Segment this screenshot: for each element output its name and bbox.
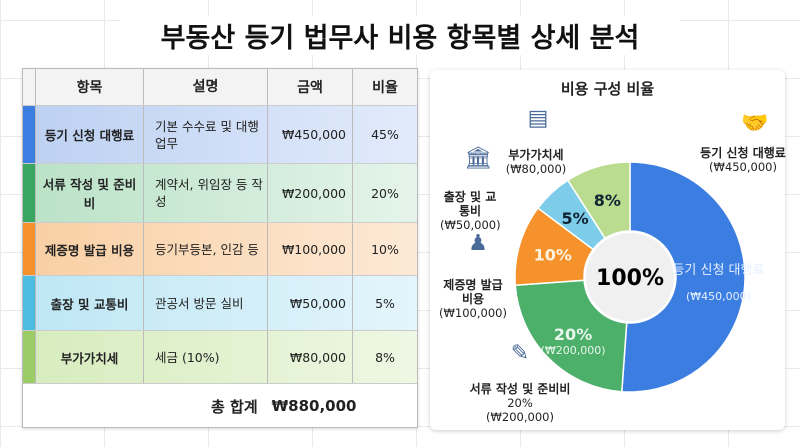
table-row: 서류 작성 및 준비비 계약서, 위임장 등 작성 ₩200,000 20% (23, 164, 417, 223)
slice-percent-label: 20% (554, 325, 592, 344)
cell-amount: ₩50,000 (268, 276, 353, 330)
slice-1 (514, 279, 628, 393)
label-vat: 부가가치세 (₩80,000) (505, 148, 567, 176)
slice-name-label: 등기 신청 대행료 (672, 262, 764, 278)
table-row: 출장 및 교통비 관공서 방문 실비 ₩50,000 5% (23, 276, 417, 331)
document-pen-icon: ✎ (511, 341, 529, 366)
handshake-icon: 🤝 (741, 111, 768, 136)
cell-desc: 계약서, 위임장 등 작성 (144, 164, 268, 222)
row-color-bar (23, 106, 36, 163)
label-registration: 등기 신청 대행료 (₩450,000) (700, 146, 786, 174)
header-amount: 금액 (268, 69, 353, 105)
row-color-bar (23, 223, 36, 275)
cell-amount: ₩100,000 (268, 223, 353, 275)
cell-item: 등기 신청 대행료 (36, 106, 144, 163)
donut-center (586, 233, 674, 321)
cell-amount: ₩200,000 (268, 164, 353, 222)
page-title: 부동산 등기 법무사 비용 항목별 상세 분석 (120, 16, 680, 55)
cell-ratio: 45% (371, 127, 399, 142)
donut-chart: (₩450,000) 등기 신청 대행료 20%(₩200,000) 10% 5% 8% 1… (464, 106, 769, 393)
slice-amount-label: (₩450,000) (686, 290, 751, 303)
cell-ratio: 20% (371, 185, 399, 201)
total-value: ₩880,000 (271, 397, 357, 415)
slice-percent-label: 8% (594, 191, 621, 210)
total-label: 총 합계 (211, 397, 258, 416)
row-color-bar (23, 276, 36, 330)
table-header: 항목 설명 금액 비율 (23, 69, 417, 106)
cell-amount: ₩80,000 (268, 331, 353, 383)
cell-desc: 등기부등본, 인감 등 (144, 223, 268, 275)
header-ratio: 비율 (372, 80, 398, 96)
row-color-bar (23, 331, 36, 383)
chart-panel: 비용 구성 비율 (₩450,000) 등기 신청 대행료 20% (₩200,000… (430, 70, 786, 430)
cost-table: 항목 설명 금액 비율 등기 신청 대행료 기본 수수료 및 대행 업무 ₩45… (22, 68, 418, 428)
center-label: 100% (596, 266, 664, 291)
label-travel: 출장 및 교통비 (₩50,000) (440, 190, 501, 232)
slice-percent-label: 5% (562, 209, 589, 228)
table-row: 등기 신청 대행료 기본 수수료 및 대행 업무 ₩450,000 45% (23, 106, 417, 164)
slice-percent-label: 10% (534, 245, 572, 264)
cell-ratio: 5% (375, 295, 395, 311)
cell-item: 서류 작성 및 준비비 (36, 164, 144, 222)
header-desc: 설명 (144, 69, 268, 105)
cell-item: 제증명 발급 비용 (36, 223, 144, 275)
label-documents: 서류 작성 및 준비비 20% (₩200,000) (469, 382, 571, 424)
slice-4 (566, 161, 631, 240)
government-building-icon: 🏛 (464, 146, 492, 171)
row-color-bar (23, 164, 36, 222)
cell-ratio: 10% (371, 241, 399, 257)
cell-ratio: 8% (375, 349, 395, 365)
cell-amount: ₩450,000 (268, 106, 353, 163)
cell-desc: 기본 수수료 및 대행 업무 (144, 106, 268, 163)
label-certificate: 제증명 발급 비용 (₩100,000) (439, 278, 507, 320)
table-row: 제증명 발급 비용 등기부등본, 인감 등 ₩100,000 10% (23, 223, 417, 276)
chart-title: 비용 구성 비율 (560, 80, 655, 98)
cell-item: 부가가치세 (36, 331, 144, 383)
slice-0 (620, 161, 746, 393)
header-item: 항목 (36, 69, 144, 105)
slice-amount-label: (₩200,000) (541, 344, 606, 357)
cell-desc: 세금 (10%) (144, 331, 268, 383)
cell-item: 출장 및 교통비 (36, 276, 144, 330)
stamp-icon: ♟ (468, 231, 488, 256)
table-row: 부가가치세 세금 (10%) ₩80,000 8% (23, 331, 417, 384)
header-spacer (23, 69, 36, 105)
tax-document-icon: ▤ (528, 106, 549, 131)
total-row: 총 합계 ₩880,000 (23, 384, 417, 428)
cell-desc: 관공서 방문 실비 (144, 276, 268, 330)
